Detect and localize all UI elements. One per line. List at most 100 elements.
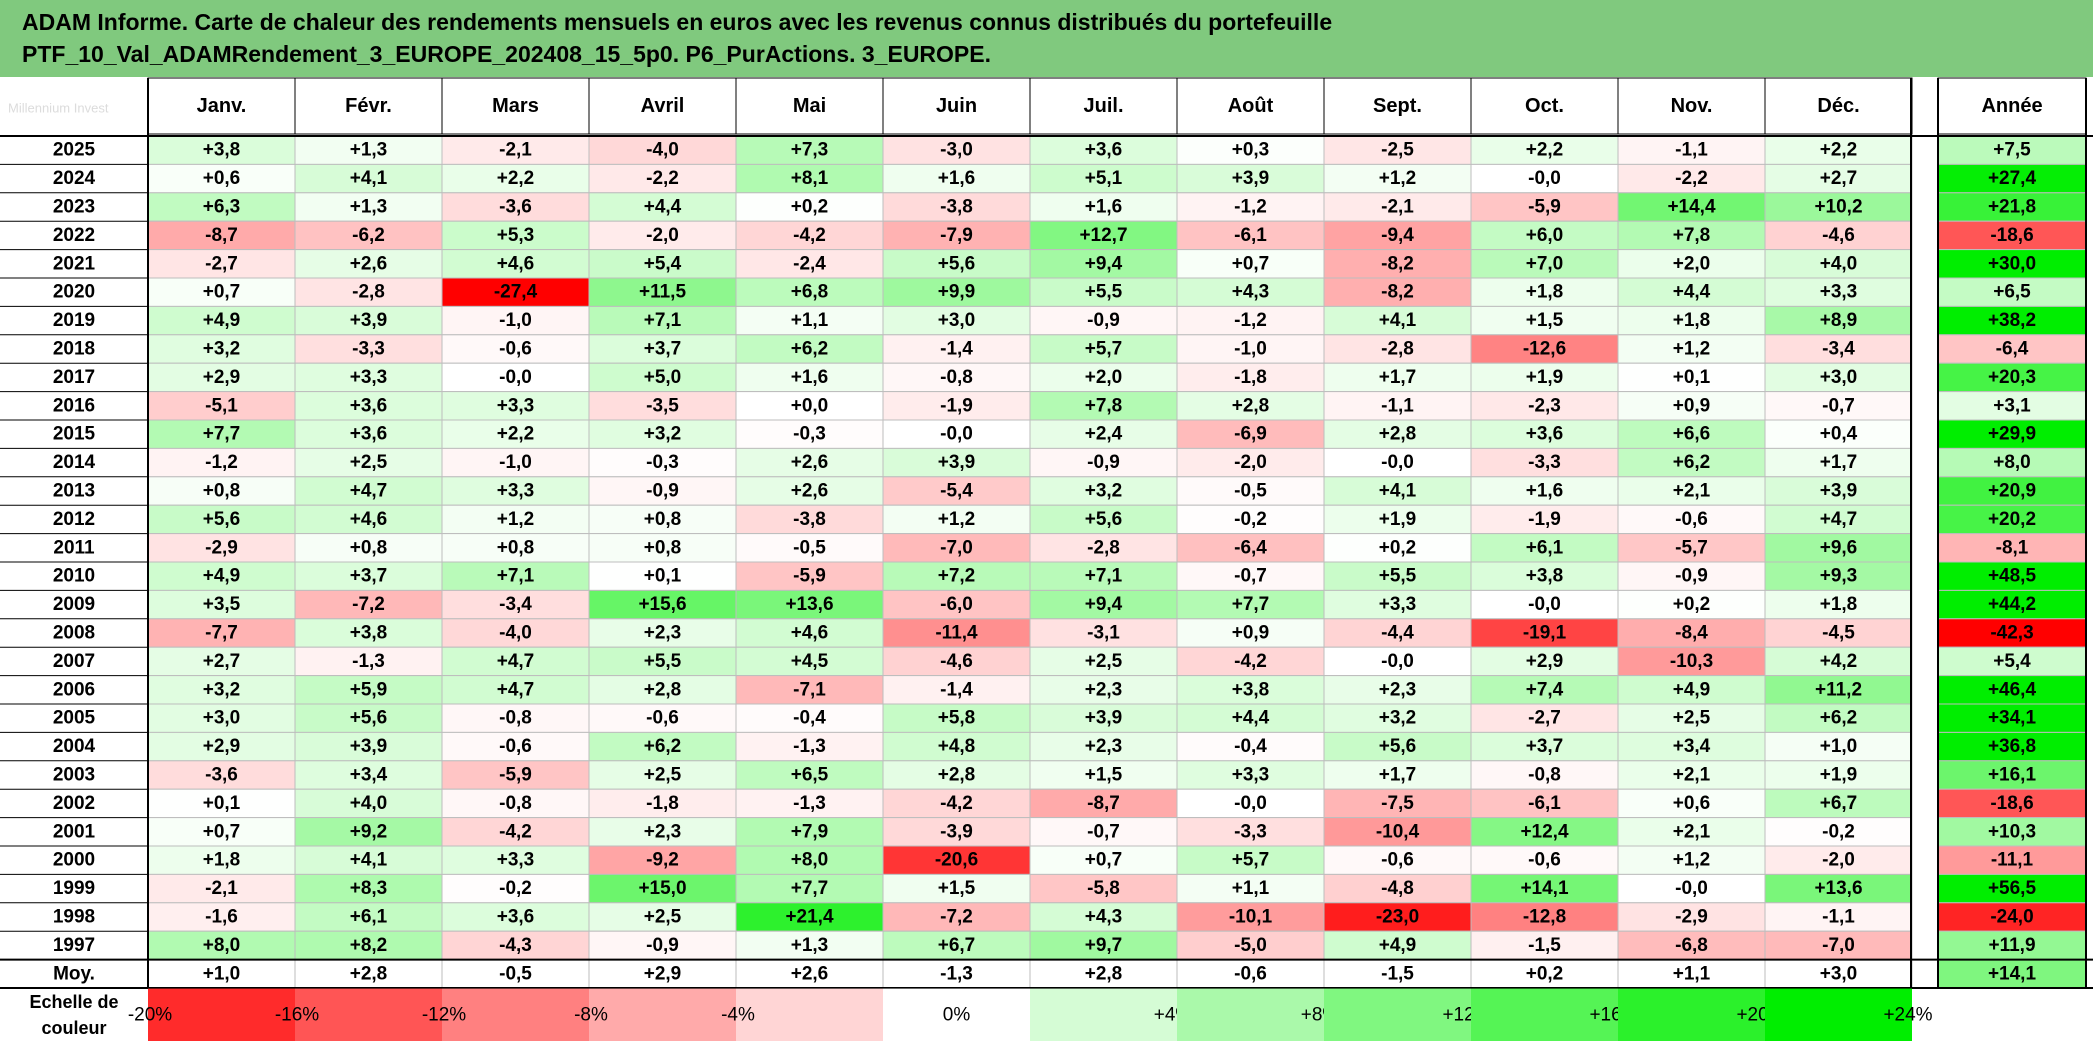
heat-cell: [735, 220, 884, 251]
heat-value: +10,2: [1814, 197, 1862, 218]
heat-value: +4,1: [1379, 310, 1417, 331]
heat-cell: [147, 902, 296, 932]
year-label-2007: 2007: [53, 651, 95, 672]
annual-value: -6,4: [1996, 339, 2029, 360]
heat-cell: [1764, 533, 1913, 563]
heat-cell: [1617, 817, 1766, 847]
heat-value: -0,6: [1381, 850, 1414, 871]
heat-value: +3,3: [1379, 594, 1417, 615]
annual-value: +11,9: [1988, 935, 2035, 956]
annual-cell: [1937, 192, 2087, 222]
heat-cell: [147, 703, 296, 733]
year-label-2013: 2013: [53, 481, 95, 502]
annual-cell: [1937, 589, 2087, 620]
heat-value: -4,3: [499, 935, 532, 956]
heat-value: +6,5: [791, 765, 829, 786]
heat-value: -4,8: [1381, 878, 1414, 899]
heat-value: +4,9: [203, 310, 241, 331]
year-label-2019: 2019: [53, 310, 95, 331]
heat-cell: [882, 930, 1031, 961]
heat-value: +4,6: [350, 509, 388, 530]
heat-value: -1,1: [1822, 907, 1855, 928]
annual-cell: [1937, 249, 2087, 279]
heat-value: +0,6: [203, 168, 241, 189]
heat-cell: [441, 930, 590, 961]
heat-value: +1,7: [1379, 367, 1417, 388]
heat-cell: [147, 135, 296, 165]
heat-value: +2,9: [203, 736, 241, 757]
heat-value: +14,4: [1667, 197, 1716, 218]
heat-cell: [1176, 703, 1325, 733]
heat-value: +0,1: [1673, 367, 1711, 388]
heat-cell: [1029, 192, 1178, 222]
heat-value: +6,2: [644, 736, 682, 757]
heat-value: -0,0: [940, 424, 973, 445]
heat-cell: [441, 305, 590, 336]
heat-value: +3,3: [497, 850, 535, 871]
heat-value: +3,6: [1085, 140, 1123, 161]
heat-value: +5,1: [1085, 168, 1123, 189]
heat-cell: [1176, 362, 1325, 393]
annual-value: +48,5: [1988, 566, 2037, 587]
annual-value: +7,5: [1993, 140, 2031, 161]
annual-cell: [1937, 305, 2087, 336]
heat-value: +6,3: [203, 197, 241, 218]
heat-cell: [1029, 760, 1178, 790]
heat-value: -0,6: [499, 339, 532, 360]
heat-value: +2,6: [791, 452, 829, 473]
heat-value: -3,3: [1528, 452, 1561, 473]
heat-cell: [1029, 476, 1178, 506]
heat-cell: [588, 476, 737, 506]
heat-value: -1,5: [1528, 935, 1561, 956]
heat-value: +5,5: [1085, 282, 1123, 303]
heat-value: -0,6: [1528, 850, 1561, 871]
annual-cell: [1937, 391, 2087, 421]
heat-value: +4,9: [1673, 679, 1711, 700]
watermark-text: Millennium Invest: [8, 101, 109, 116]
heat-value: -0,2: [1234, 509, 1267, 530]
heat-value: +7,0: [1526, 253, 1564, 274]
year-label-2005: 2005: [53, 708, 96, 729]
heat-value: -3,1: [1087, 623, 1120, 644]
heat-value: -0,6: [646, 708, 679, 729]
heat-value: +1,9: [1379, 509, 1417, 530]
year-label-2001: 2001: [53, 821, 96, 842]
heat-cell: [882, 873, 1031, 904]
heat-value: -7,0: [1822, 935, 1855, 956]
heat-cell: [1029, 391, 1178, 421]
heat-cell: [1176, 135, 1325, 165]
heat-value: +0,9: [1673, 395, 1711, 416]
heat-cell: [1176, 902, 1325, 932]
heat-cell: [294, 476, 443, 506]
heat-value: +0,0: [791, 395, 829, 416]
heat-value: +8,2: [350, 935, 388, 956]
heat-value: +1,5: [1085, 765, 1123, 786]
heat-value: +4,8: [938, 736, 976, 757]
heat-value: +1,6: [1085, 197, 1123, 218]
heat-cell: [882, 589, 1031, 620]
heat-value: +4,9: [203, 566, 241, 587]
heat-cell: [294, 163, 443, 194]
heat-cell: [1470, 362, 1619, 393]
heat-value: +0,8: [350, 537, 388, 558]
heat-cell: [1176, 930, 1325, 961]
annual-value: +38,2: [1988, 310, 2036, 331]
heat-cell: [882, 788, 1031, 819]
year-label-2000: 2000: [53, 850, 95, 871]
heat-cell: [1176, 760, 1325, 790]
column-header-cell: [882, 77, 1031, 135]
heat-value: +0,7: [1232, 253, 1270, 274]
heat-value: -2,8: [1381, 339, 1414, 360]
scale-swatch: [1471, 988, 1618, 1041]
heat-cell: [441, 703, 590, 733]
heat-value: -0,2: [499, 878, 532, 899]
heat-value: +1,9: [1526, 367, 1564, 388]
heat-value: +7,1: [1085, 566, 1123, 587]
heat-cell: [1470, 504, 1619, 535]
column-header-9: Sept.: [1373, 95, 1422, 117]
heat-value: +4,0: [1820, 253, 1858, 274]
heat-value: +1,9: [1820, 765, 1858, 786]
heat-value: -1,0: [1234, 339, 1267, 360]
heat-value: +0,1: [203, 793, 241, 814]
heat-value: +1,1: [1232, 878, 1270, 899]
